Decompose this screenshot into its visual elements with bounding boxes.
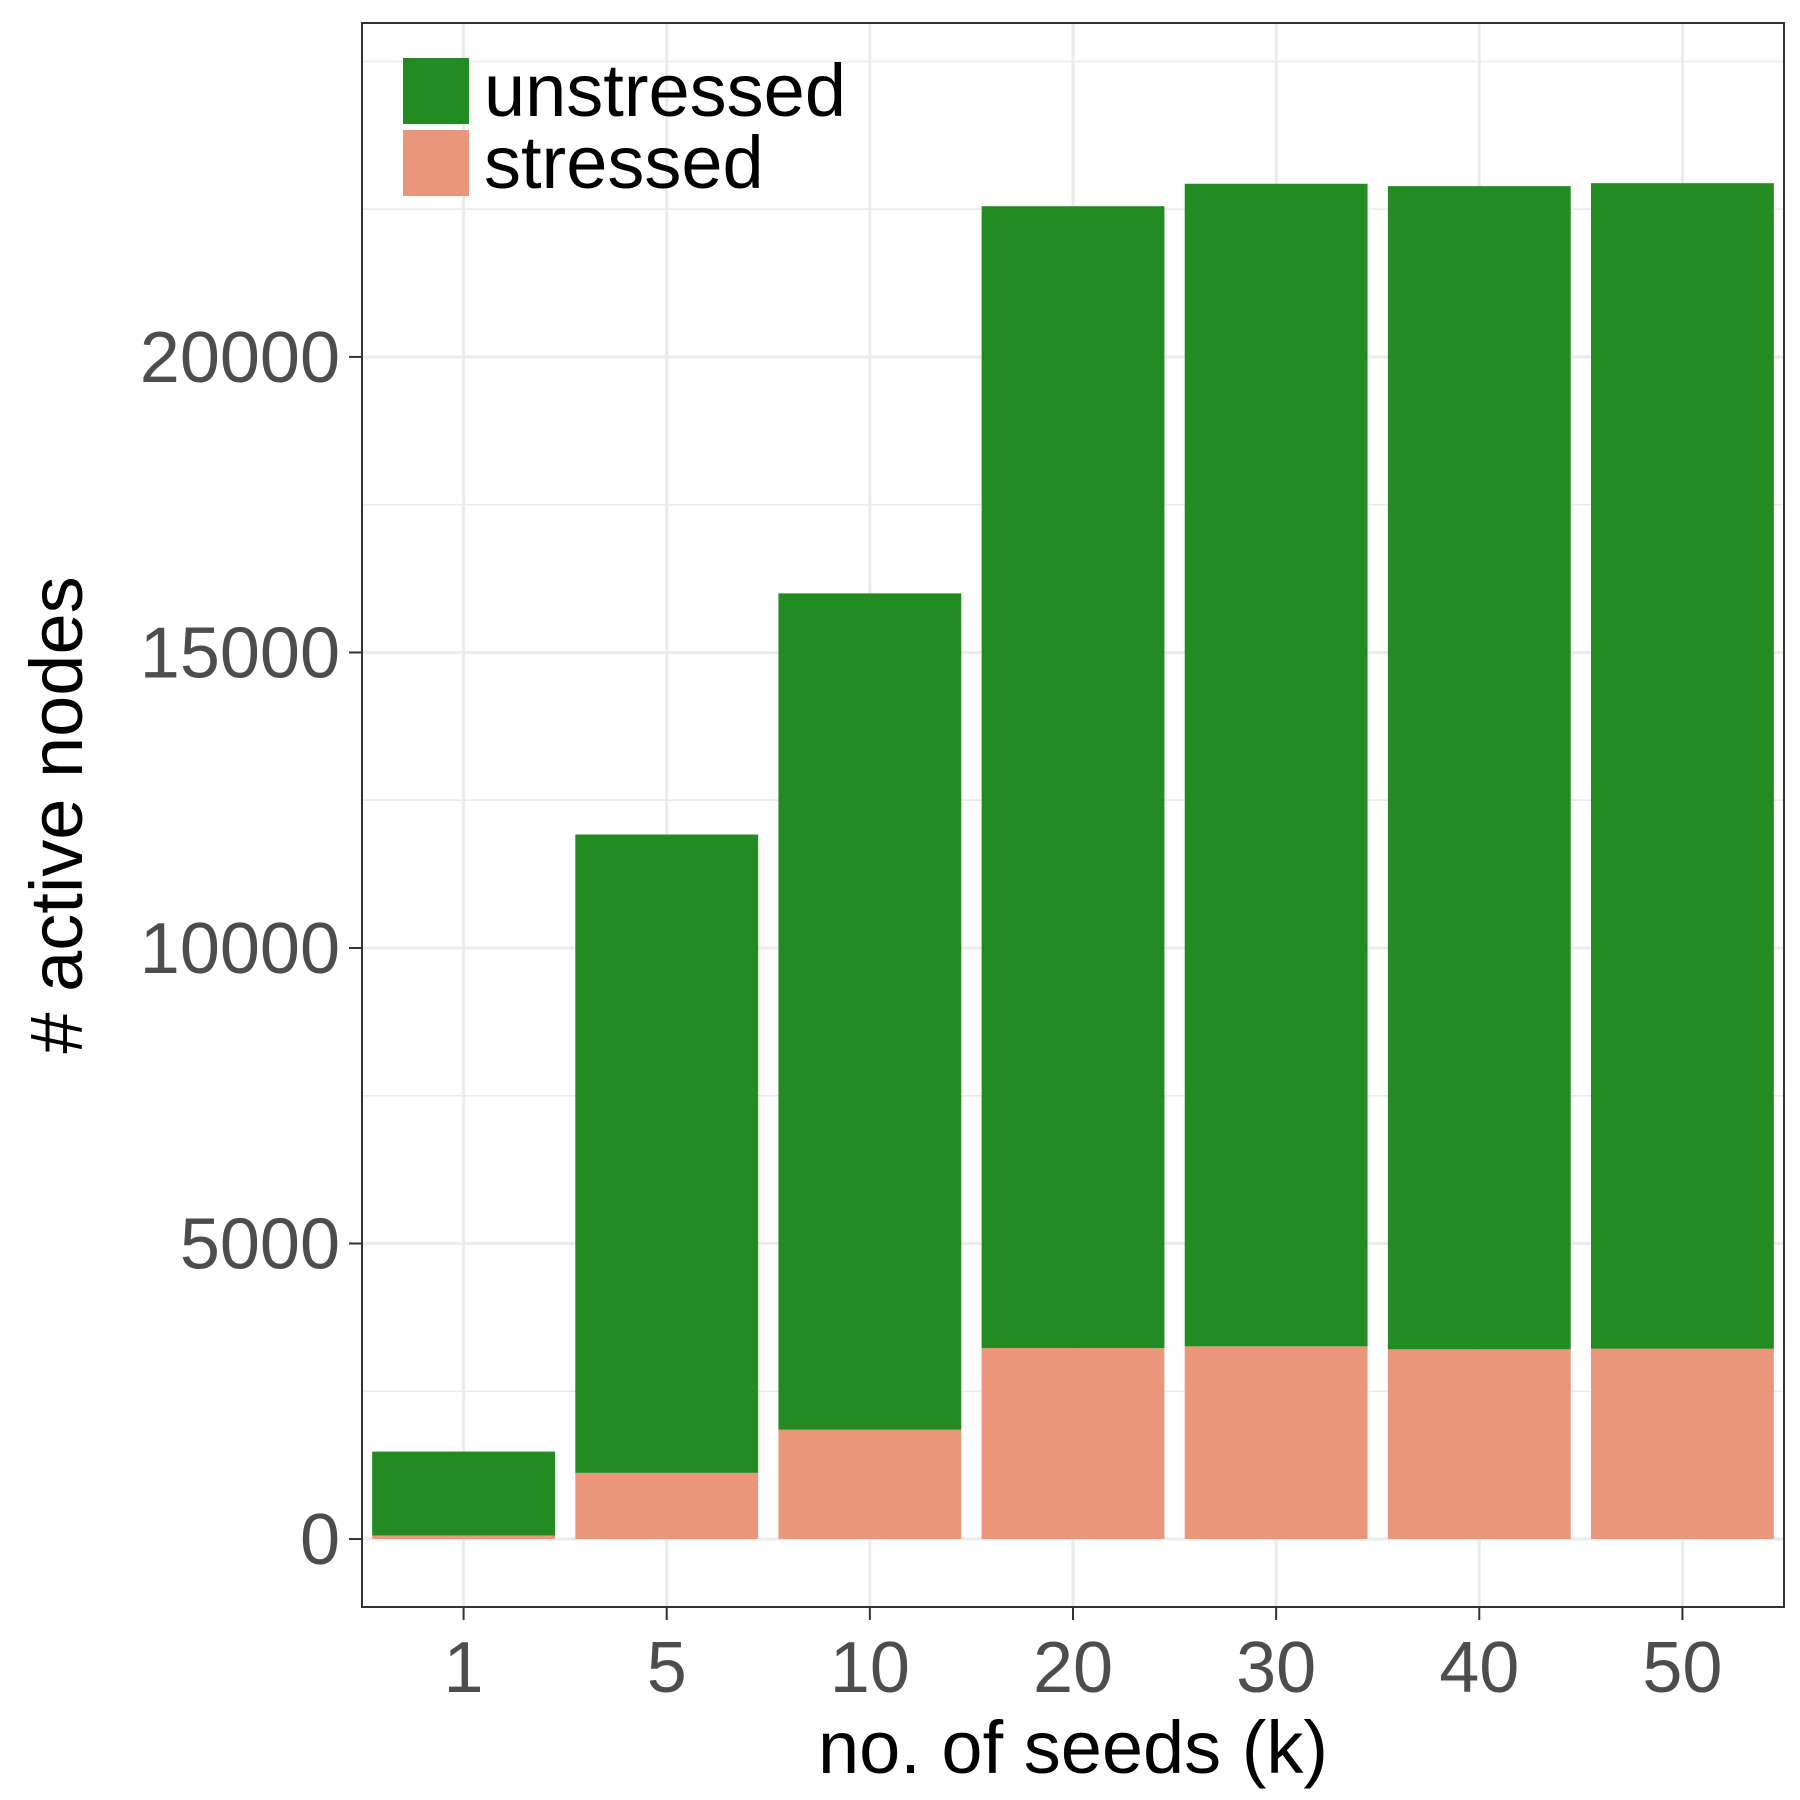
y-tick-label: 0	[300, 1500, 340, 1580]
legend-key-unstressed	[403, 58, 469, 124]
y-tick-label: 10000	[140, 909, 340, 989]
legend-label-stressed: stressed	[484, 121, 764, 204]
bar-unstressed-k40	[1387, 186, 1571, 1350]
y-tick-label: 15000	[140, 613, 340, 693]
x-tick-label: 5	[647, 1628, 687, 1708]
y-tick-label: 20000	[140, 318, 340, 398]
bar-stressed-k50	[1591, 1348, 1774, 1540]
bar-stressed-k20	[981, 1348, 1165, 1540]
legend-key-stressed	[403, 130, 469, 196]
bar-unstressed-k20	[981, 206, 1165, 1349]
x-tick-label: 20	[1033, 1628, 1113, 1708]
y-tick-label: 5000	[180, 1205, 340, 1285]
bar-unstressed-k1	[372, 1451, 555, 1536]
x-tick-label: 1	[444, 1628, 484, 1708]
x-tick-label: 40	[1439, 1628, 1519, 1708]
bar-stressed-k30	[1184, 1346, 1368, 1540]
bar-unstressed-k30	[1184, 183, 1368, 1347]
x-tick-label: 30	[1236, 1628, 1316, 1708]
bar-unstressed-k5	[575, 834, 759, 1473]
x-axis-title: no. of seeds (k)	[818, 1706, 1328, 1789]
bar-stressed-k5	[575, 1472, 759, 1540]
x-tick-label: 10	[830, 1628, 910, 1708]
bar-unstressed-k50	[1591, 183, 1774, 1349]
y-axis: 0 5000 10000 15000 20000	[140, 318, 362, 1580]
bars	[372, 183, 1774, 1540]
bar-unstressed-k10	[778, 593, 962, 1430]
bar-stressed-k10	[778, 1429, 962, 1540]
bar-stressed-k1	[372, 1535, 555, 1540]
y-axis-title: # active nodes	[15, 576, 98, 1053]
legend-label-unstressed: unstressed	[484, 49, 846, 132]
x-tick-label: 50	[1642, 1628, 1722, 1708]
x-axis: 1 5 10 20 30 40 50	[444, 1607, 1722, 1708]
bar-stressed-k40	[1387, 1349, 1571, 1540]
